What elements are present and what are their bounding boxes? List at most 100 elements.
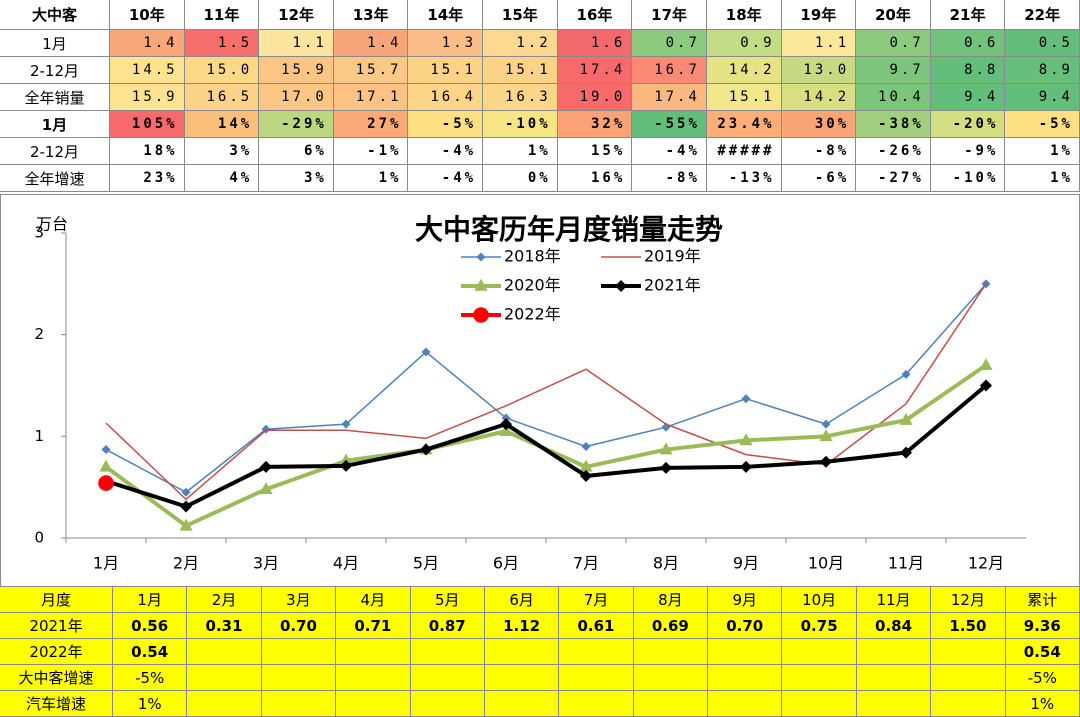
year-header: 10年	[110, 0, 185, 30]
table-cell	[336, 639, 411, 665]
marker	[99, 459, 113, 472]
table-cell: -26%	[856, 138, 931, 165]
table-cell: 0.9	[706, 30, 782, 57]
month-header: 2月	[187, 587, 262, 613]
row-label: 2-12月	[0, 138, 110, 165]
table-cell: 1.2	[483, 30, 558, 57]
table-cell: 15.1	[706, 84, 782, 111]
table-cell: 1.4	[333, 30, 409, 57]
table-cell: -55%	[632, 111, 707, 138]
month-header: 12月	[931, 587, 1006, 613]
table-cell	[484, 665, 560, 691]
marker	[821, 419, 831, 429]
marker	[98, 475, 114, 491]
table-cell: 17.4	[557, 57, 633, 84]
table-cell: -5%	[1005, 111, 1080, 138]
x-tick-label: 6月	[493, 554, 519, 573]
table-cell: -5%	[113, 665, 188, 691]
y-tick-label: 1	[34, 427, 44, 445]
legend-label: 2018年	[504, 247, 561, 266]
table-cell: 0.70	[261, 613, 337, 639]
month-header: 10月	[782, 587, 857, 613]
marker	[261, 424, 271, 434]
table-cell: 0.87	[410, 613, 485, 639]
corner-cell: 大中客	[0, 0, 110, 30]
marker	[739, 433, 753, 446]
table-cell: 1.4	[110, 30, 185, 57]
x-tick-label: 12月	[968, 554, 1004, 573]
row-label: 汽车增速	[0, 691, 113, 717]
table-cell: 15.0	[184, 57, 260, 84]
table-cell: 14%	[184, 111, 260, 138]
table-cell: -27%	[856, 165, 931, 192]
marker	[260, 460, 272, 473]
marker	[501, 413, 511, 423]
table-cell: 1%	[1005, 138, 1080, 165]
marker	[901, 369, 911, 379]
year-header: 18年	[706, 0, 782, 30]
table-cell	[187, 639, 262, 665]
marker	[473, 307, 489, 323]
table-cell	[261, 639, 337, 665]
marker	[579, 459, 593, 472]
table-cell	[261, 691, 337, 717]
table-cell: 16%	[557, 165, 633, 192]
table-cell: 15.1	[483, 57, 558, 84]
table-cell: -8%	[632, 165, 707, 192]
table-cell: 16.5	[184, 84, 260, 111]
row-label: 2021年	[0, 613, 113, 639]
legend-label: 2022年	[504, 305, 561, 324]
table-cell: 18%	[110, 138, 185, 165]
table-cell: 4%	[184, 165, 260, 192]
table-cell: 15.7	[333, 57, 409, 84]
table-cell: 0.75	[782, 613, 857, 639]
table-cell	[559, 639, 634, 665]
x-tick-label: 8月	[653, 554, 679, 573]
table-cell: 15.1	[408, 57, 484, 84]
month-header: 4月	[336, 587, 411, 613]
marker	[900, 446, 912, 459]
table-cell: 0.7	[632, 30, 707, 57]
table-cell: -10%	[483, 111, 558, 138]
table-cell: 9.4	[930, 84, 1006, 111]
year-header: 21年	[930, 0, 1006, 30]
row-label: 全年增速	[0, 165, 110, 192]
table-cell: -9%	[930, 138, 1006, 165]
table-cell: 8.9	[1005, 57, 1080, 84]
table-cell: 19.0	[557, 84, 633, 111]
marker	[979, 357, 993, 370]
table-cell: -6%	[781, 165, 857, 192]
y-tick-label: 0	[34, 529, 44, 547]
table-cell: -4%	[408, 165, 484, 192]
table-cell: 1.5	[184, 30, 260, 57]
table-cell	[931, 691, 1006, 717]
x-tick-label: 10月	[808, 554, 844, 573]
row-label: 1月	[0, 111, 110, 138]
marker	[181, 487, 191, 497]
table-cell: 3%	[259, 165, 334, 192]
table-cell	[931, 665, 1006, 691]
row-label: 1月	[0, 30, 110, 57]
marker	[659, 442, 673, 455]
table-cell: 0.54	[113, 639, 188, 665]
table-cell: -1%	[333, 138, 409, 165]
year-header: 22年	[1005, 0, 1080, 30]
table-cell	[931, 639, 1006, 665]
table-cell	[708, 639, 783, 665]
table-cell	[559, 691, 634, 717]
marker	[980, 379, 992, 392]
table-cell: 1.12	[484, 613, 560, 639]
table-cell: -10%	[930, 165, 1006, 192]
marker	[819, 429, 833, 442]
table-cell: 23.4%	[706, 111, 782, 138]
table-cell	[856, 691, 932, 717]
table-cell: 23%	[110, 165, 185, 192]
chart-title: 大中客历年月度销量走势	[415, 213, 723, 246]
month-header: 1月	[113, 587, 188, 613]
table-cell: 15%	[557, 138, 633, 165]
marker	[340, 459, 352, 472]
marker	[741, 394, 751, 404]
table-cell: 30%	[781, 111, 857, 138]
marker	[615, 280, 627, 292]
